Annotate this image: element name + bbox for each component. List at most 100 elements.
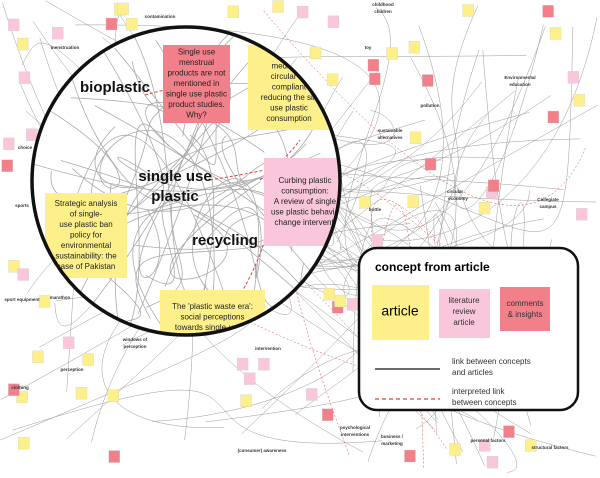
mini-note bbox=[8, 260, 20, 273]
mini-note bbox=[359, 196, 371, 209]
note-text: menstrual bbox=[179, 58, 214, 67]
note-text: single use plastic bbox=[166, 90, 227, 99]
mini-note bbox=[32, 350, 44, 363]
concept-label: circular bbox=[447, 189, 464, 194]
mini-note bbox=[346, 298, 359, 311]
mini-note bbox=[82, 353, 94, 366]
concept-label: Collegiate bbox=[537, 197, 559, 202]
link bbox=[70, 97, 247, 188]
legend-solid-label: and articles bbox=[452, 368, 493, 377]
mini-note bbox=[567, 71, 580, 84]
mini-note bbox=[334, 294, 346, 308]
link bbox=[192, 178, 260, 316]
concept-label: children bbox=[374, 9, 392, 14]
note-text: of single- bbox=[70, 210, 103, 219]
note-text: products are not bbox=[168, 69, 227, 78]
mini-note bbox=[306, 388, 318, 401]
concept-label: education bbox=[509, 82, 531, 87]
mini-note bbox=[63, 336, 75, 349]
note-text: use plastic ban bbox=[59, 220, 112, 229]
concept-label: structural factors bbox=[531, 445, 569, 450]
mini-note bbox=[75, 387, 88, 400]
mini-note bbox=[503, 425, 515, 438]
legend-review: review bbox=[452, 307, 475, 316]
mini-note bbox=[8, 18, 20, 32]
mini-note bbox=[487, 179, 500, 192]
legend-review: literature bbox=[448, 296, 480, 305]
concept-label: clothing bbox=[11, 385, 29, 390]
concept-label: interventions bbox=[341, 432, 370, 437]
note-text: change interventi bbox=[275, 218, 336, 227]
note-text: Single use bbox=[178, 48, 216, 57]
concept-label: childhood bbox=[372, 2, 394, 7]
sticky-note bbox=[163, 45, 230, 123]
note-text: circular ec bbox=[271, 72, 307, 81]
concept: recycling bbox=[192, 232, 258, 249]
mini-note bbox=[244, 372, 256, 385]
note-text: reducing the sin bbox=[261, 93, 317, 102]
concept-label: bottle bbox=[369, 207, 382, 212]
note-text: consumption: bbox=[281, 187, 329, 196]
legend-article: article bbox=[381, 303, 419, 319]
mini-note bbox=[296, 5, 309, 19]
legend-review-note bbox=[439, 289, 490, 338]
note-text: case of Pakistan bbox=[57, 262, 116, 271]
mini-note bbox=[542, 5, 554, 18]
note-text: use plastic behavio bbox=[271, 208, 340, 217]
concept-label: sports bbox=[15, 203, 29, 208]
concept-label: perception bbox=[60, 367, 83, 372]
interpreted-link bbox=[284, 165, 442, 455]
concept-label: campus bbox=[539, 204, 557, 209]
mini-note bbox=[108, 450, 120, 463]
mini-note bbox=[549, 27, 562, 40]
link bbox=[321, 175, 524, 270]
legend-comments: & insights bbox=[508, 310, 543, 319]
mini-note bbox=[479, 439, 491, 452]
concept-label: economy bbox=[448, 196, 468, 201]
mini-note bbox=[105, 17, 118, 31]
sticky-note bbox=[45, 193, 127, 278]
mini-note bbox=[326, 73, 339, 86]
mini-note bbox=[573, 94, 585, 107]
mini-note bbox=[424, 158, 437, 171]
mini-note bbox=[16, 390, 28, 404]
legend-solid-label: link between concepts bbox=[452, 357, 531, 366]
note-text: consumption bbox=[266, 114, 311, 123]
mini-note bbox=[17, 37, 29, 51]
concept-label: marathon bbox=[50, 295, 71, 300]
mini-note bbox=[107, 389, 120, 402]
link bbox=[60, 160, 304, 284]
link bbox=[90, 129, 215, 326]
mini-note bbox=[409, 131, 422, 145]
sticky-note bbox=[264, 158, 340, 246]
concept: single use bbox=[138, 168, 211, 185]
mini-note bbox=[258, 358, 270, 371]
link bbox=[12, 389, 383, 444]
mini-note bbox=[117, 2, 129, 16]
mini-note bbox=[422, 74, 434, 87]
note-text: compliant bbox=[272, 83, 307, 92]
note-text: product studies. bbox=[168, 100, 224, 109]
note-text: Curbing plastic bbox=[279, 176, 332, 185]
mini-note bbox=[323, 288, 336, 301]
mini-note bbox=[18, 437, 30, 450]
legend-dashed-label: between concepts bbox=[452, 398, 517, 407]
mini-note bbox=[126, 18, 138, 31]
note-text: use plastic bbox=[270, 104, 308, 113]
note-text: Maki bbox=[281, 51, 298, 60]
concept-label: (consumer) awareness bbox=[238, 448, 287, 453]
concept: plastic bbox=[151, 188, 199, 205]
link bbox=[120, 123, 170, 335]
interpreted-link bbox=[144, 89, 166, 96]
interpreted-link bbox=[209, 169, 266, 181]
note-text: mentioned in bbox=[174, 79, 220, 88]
mini-note bbox=[367, 58, 380, 72]
note-text: social perceptions bbox=[180, 313, 244, 322]
mini-note bbox=[236, 357, 249, 371]
note-text: A review of single bbox=[274, 197, 337, 206]
note-text: policy for bbox=[70, 231, 102, 240]
mini-note bbox=[1, 159, 13, 172]
mini-note bbox=[371, 234, 383, 247]
mini-note bbox=[240, 394, 252, 407]
